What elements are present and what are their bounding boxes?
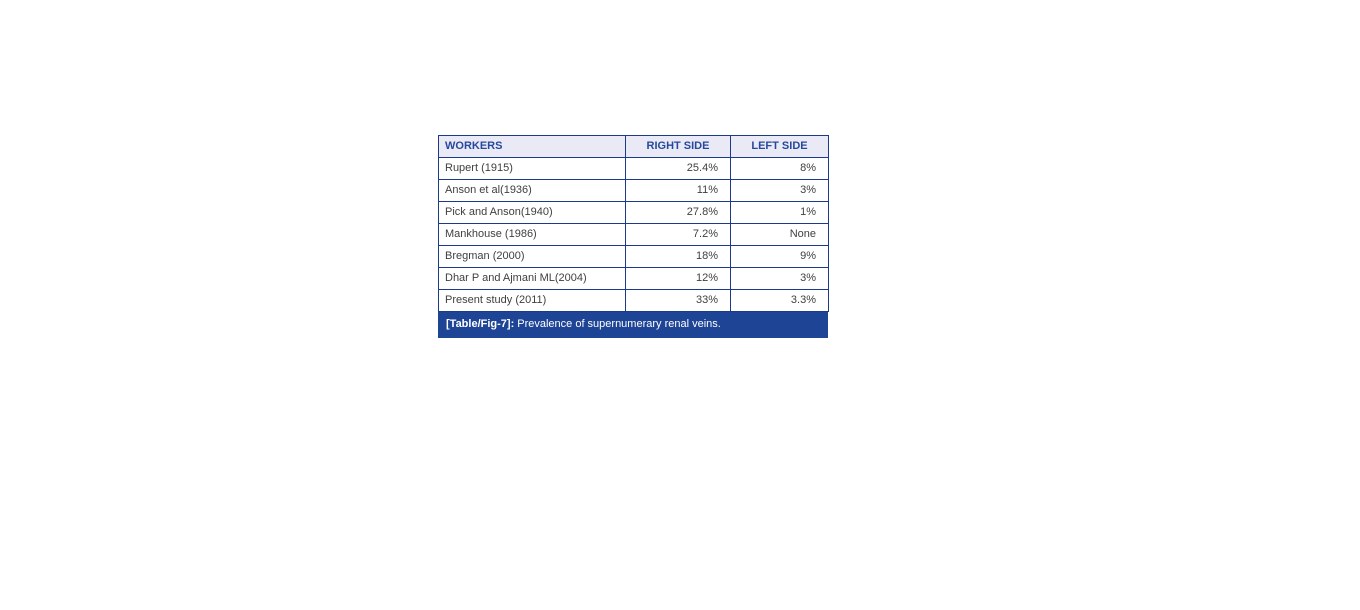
left-side-cell: 3.3% — [730, 289, 829, 312]
worker-cell: Mankhouse (1986) — [438, 223, 626, 246]
left-side-cell: 3% — [730, 267, 829, 290]
table-row: Present study (2011) 33% 3.3% — [438, 289, 829, 312]
left-side-cell: 9% — [730, 245, 829, 268]
right-side-cell: 11% — [625, 179, 731, 202]
right-side-cell: 27.8% — [625, 201, 731, 224]
left-side-cell: None — [730, 223, 829, 246]
worker-cell: Present study (2011) — [438, 289, 626, 312]
worker-cell: Pick and Anson(1940) — [438, 201, 626, 224]
table-row: Mankhouse (1986) 7.2% None — [438, 223, 829, 246]
table-row: Bregman (2000) 18% 9% — [438, 245, 829, 268]
table-figure: WORKERS RIGHT SIDE LEFT SIDE Rupert (191… — [438, 135, 829, 339]
right-side-cell: 18% — [625, 245, 731, 268]
prevalence-table: WORKERS RIGHT SIDE LEFT SIDE Rupert (191… — [438, 135, 829, 312]
worker-cell: Bregman (2000) — [438, 245, 626, 268]
column-header-workers: WORKERS — [438, 135, 626, 158]
column-header-left-side: LEFT SIDE — [730, 135, 829, 158]
header-row: WORKERS RIGHT SIDE LEFT SIDE — [438, 135, 829, 158]
table-caption: [Table/Fig-7]: Prevalence of supernumerar… — [438, 312, 828, 339]
right-side-cell: 12% — [625, 267, 731, 290]
caption-text: Prevalence of supernumerary renal veins. — [517, 318, 721, 330]
worker-cell: Rupert (1915) — [438, 157, 626, 180]
left-side-cell: 1% — [730, 201, 829, 224]
left-side-cell: 3% — [730, 179, 829, 202]
table-row: Rupert (1915) 25.4% 8% — [438, 157, 829, 180]
caption-label: [Table/Fig-7]: — [446, 318, 515, 330]
right-side-cell: 7.2% — [625, 223, 731, 246]
worker-cell: Anson et al(1936) — [438, 179, 626, 202]
column-header-right-side: RIGHT SIDE — [625, 135, 731, 158]
table-row: Dhar P and Ajmani ML(2004) 12% 3% — [438, 267, 829, 290]
right-side-cell: 25.4% — [625, 157, 731, 180]
right-side-cell: 33% — [625, 289, 731, 312]
table-row: Pick and Anson(1940) 27.8% 1% — [438, 201, 829, 224]
worker-cell: Dhar P and Ajmani ML(2004) — [438, 267, 626, 290]
left-side-cell: 8% — [730, 157, 829, 180]
table-row: Anson et al(1936) 11% 3% — [438, 179, 829, 202]
